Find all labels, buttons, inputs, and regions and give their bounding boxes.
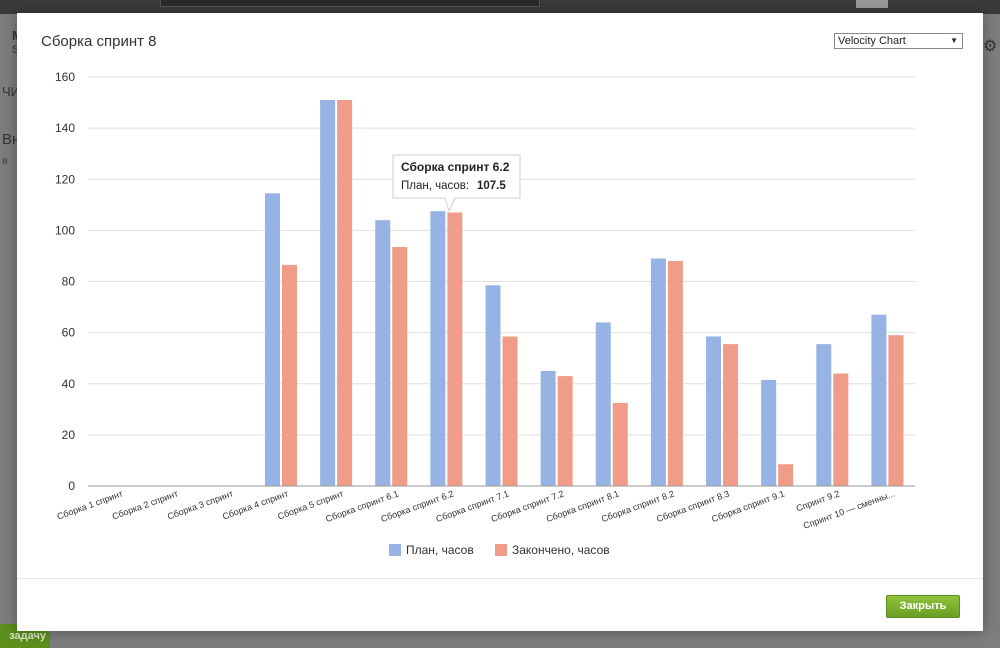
plan-bar[interactable] — [320, 100, 336, 486]
done-bar[interactable] — [612, 402, 628, 486]
plan-bar[interactable] — [264, 193, 280, 486]
dialog-title: Сборка спринт 8 — [41, 33, 157, 50]
chart-area: 0 20 40 60 80 100 120 140 160 Сборка 1 спринт Сбор… — [17, 13, 983, 583]
tooltip-label: План, часов: — [401, 180, 469, 192]
legend-swatch — [495, 544, 507, 556]
done-bar[interactable] — [392, 246, 408, 486]
plan-bar[interactable] — [430, 211, 446, 486]
x-tick-label: Спринт 10 — сменны... — [802, 488, 896, 530]
plan-bar[interactable] — [706, 336, 722, 486]
done-bar[interactable] — [833, 373, 849, 486]
legend-label: Закончено, часов — [512, 543, 610, 557]
done-bar[interactable] — [557, 376, 573, 486]
tooltip-box — [392, 154, 521, 213]
done-bar[interactable] — [447, 212, 463, 486]
y-tick-label: 60 — [62, 326, 76, 340]
done-bar[interactable] — [888, 335, 904, 486]
y-tick-label: 140 — [55, 121, 75, 135]
legend-label: План, часов — [406, 543, 474, 557]
y-tick-label: 20 — [62, 428, 76, 442]
y-tick-label: 80 — [62, 275, 76, 289]
plan-bar[interactable] — [485, 285, 501, 486]
done-bar[interactable] — [667, 261, 683, 486]
y-tick-label: 0 — [68, 479, 75, 493]
close-button[interactable]: Закрыть — [886, 595, 960, 618]
done-bar[interactable] — [502, 336, 518, 486]
background-heading-fragment: Вн — [2, 131, 21, 148]
plan-bar[interactable] — [761, 379, 777, 486]
plan-bar[interactable] — [871, 314, 887, 486]
background-fragment: S — [12, 44, 20, 56]
velocity-chart-dialog: Сборка спринт 8 0 20 40 60 80 100 120 140 160 Сбо… — [17, 13, 983, 631]
plan-bar[interactable] — [375, 220, 391, 486]
background-search-field — [160, 0, 540, 7]
chart-type-select[interactable]: Velocity Chart ▼ — [834, 33, 963, 49]
gear-icon: ⚙ — [983, 38, 998, 55]
tooltip-value: 107.5 — [477, 180, 506, 192]
done-bar[interactable] — [281, 264, 297, 486]
chart-type-selected: Velocity Chart — [838, 35, 906, 47]
plan-bar[interactable] — [816, 344, 832, 486]
done-bar[interactable] — [723, 344, 739, 486]
footer-divider — [17, 578, 983, 579]
y-tick-label: 40 — [62, 377, 76, 391]
background-avatar — [856, 0, 888, 8]
background-fragment: я — [2, 156, 8, 167]
y-tick-label: 120 — [55, 172, 75, 186]
plan-bar[interactable] — [540, 370, 556, 486]
background-nav-fragment: ЧИ — [2, 84, 21, 99]
done-bar[interactable] — [337, 100, 353, 486]
tooltip-title: Сборка спринт 6.2 — [401, 160, 510, 174]
plan-bar[interactable] — [650, 258, 666, 486]
chevron-down-icon: ▼ — [950, 36, 958, 45]
plan-bar[interactable] — [595, 322, 611, 486]
y-tick-label: 100 — [55, 223, 75, 237]
y-tick-label: 160 — [55, 70, 75, 84]
done-bar[interactable] — [778, 464, 794, 486]
legend-swatch — [389, 544, 401, 556]
